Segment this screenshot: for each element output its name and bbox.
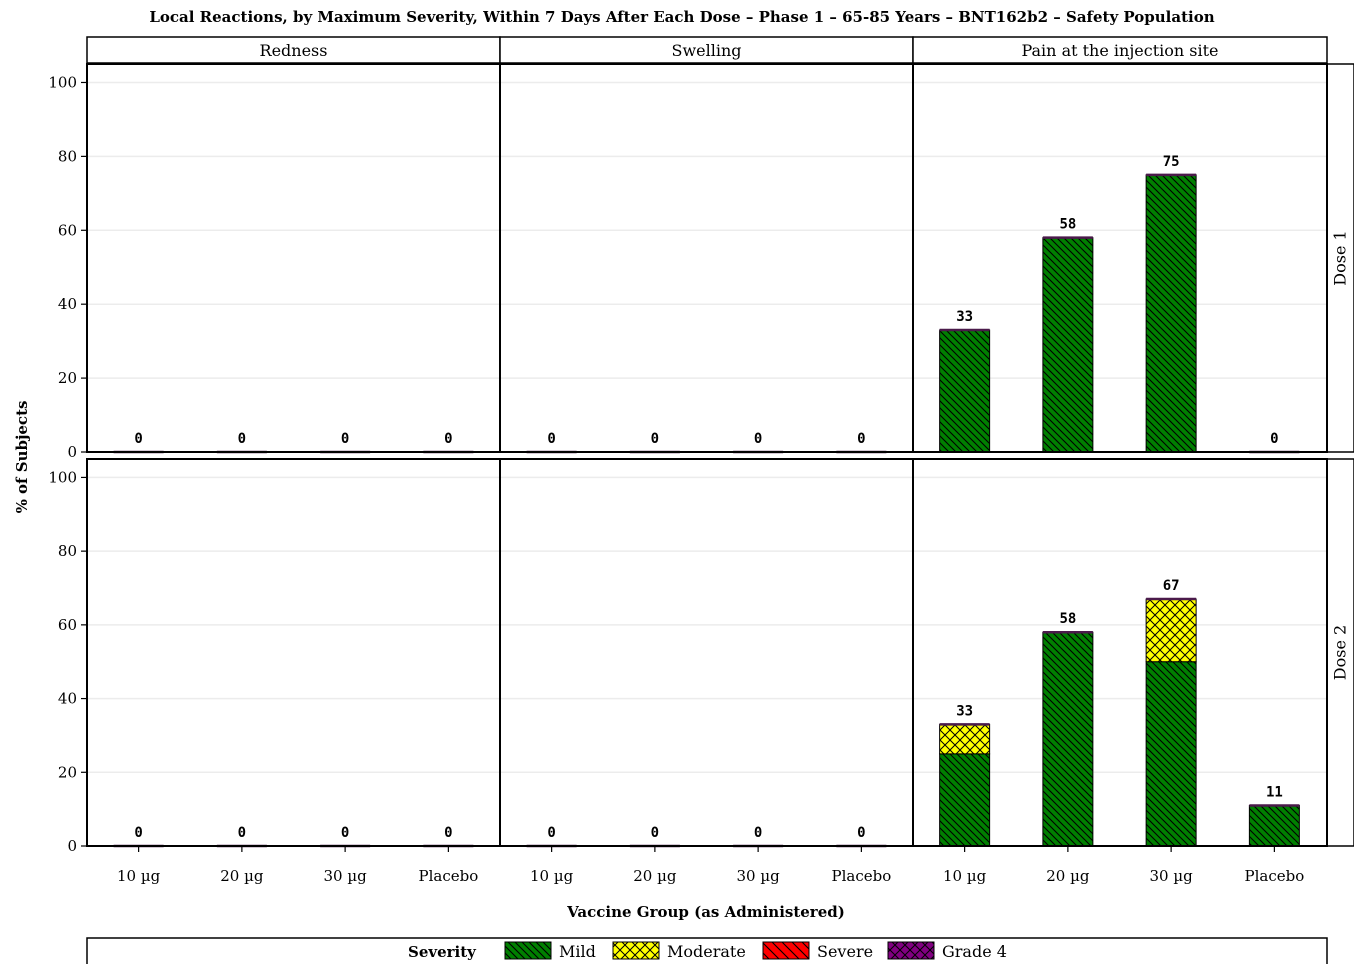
bar-segment-mild bbox=[1145, 661, 1197, 847]
data-label: 0 bbox=[1270, 431, 1278, 447]
y-tick-label: 0 bbox=[67, 443, 77, 461]
bar-segment-mild bbox=[1042, 631, 1094, 847]
column-strip-label: Pain at the injection site bbox=[1021, 41, 1218, 60]
data-label: 75 bbox=[1163, 154, 1180, 170]
y-axis-label: % of Subjects bbox=[13, 401, 31, 514]
bar-segment-mild bbox=[939, 753, 991, 847]
x-axis-label: Vaccine Group (as Administered) bbox=[566, 903, 845, 921]
legend-label-moderate: Moderate bbox=[667, 942, 746, 961]
y-tick-label: 0 bbox=[67, 837, 77, 855]
data-label: 0 bbox=[134, 825, 142, 841]
panel-frame bbox=[86, 63, 501, 453]
data-label: 11 bbox=[1266, 784, 1283, 800]
data-label: 0 bbox=[651, 825, 659, 841]
bar-segment-moderate bbox=[1145, 598, 1197, 663]
legend-swatch-mild bbox=[504, 941, 552, 960]
legend-swatch-moderate bbox=[612, 941, 660, 960]
data-label: 0 bbox=[444, 825, 452, 841]
x-tick-label: 30 µg bbox=[324, 867, 368, 885]
row-strip-label: Dose 1 bbox=[1331, 230, 1350, 285]
column-strip-label: Redness bbox=[260, 41, 328, 60]
data-label: 0 bbox=[754, 825, 762, 841]
y-tick-label: 100 bbox=[48, 468, 77, 486]
bar-segment-mild bbox=[1042, 237, 1094, 453]
y-tick-label: 80 bbox=[58, 147, 77, 165]
panel-dose-2-pain-at-the-injection-site: 33 58 67 11 10 µg 20 µg 30 µg Placebo bbox=[912, 458, 1328, 885]
data-label: 0 bbox=[547, 825, 555, 841]
legend-swatch-grade-4 bbox=[887, 941, 935, 960]
data-label: 0 bbox=[547, 431, 555, 447]
panel-dose-1-redness: 0 0 0 0 0 20 40 60 80 100 bbox=[48, 63, 501, 461]
panel-frame bbox=[912, 63, 1328, 453]
bar-segment-mild bbox=[1248, 804, 1300, 847]
panel-dose-2-swelling: 0 0 0 0 10 µg 20 µg 30 µg Placebo bbox=[499, 458, 914, 885]
y-tick-label: 40 bbox=[58, 690, 77, 708]
row-strip-dose-1 bbox=[1326, 63, 1354, 453]
x-tick-label: 30 µg bbox=[1150, 867, 1194, 885]
panel-frame bbox=[499, 458, 914, 847]
x-tick-label: Placebo bbox=[1245, 867, 1305, 885]
x-tick-label: Placebo bbox=[832, 867, 892, 885]
x-tick-label: 10 µg bbox=[943, 867, 987, 885]
y-tick-label: 60 bbox=[58, 616, 77, 634]
legend-title: Severity bbox=[408, 943, 477, 961]
data-label: 0 bbox=[341, 431, 349, 447]
data-label: 0 bbox=[134, 431, 142, 447]
x-tick-label: 10 µg bbox=[530, 867, 574, 885]
data-label: 67 bbox=[1163, 578, 1180, 594]
data-label: 0 bbox=[857, 431, 865, 447]
data-label: 58 bbox=[1059, 611, 1076, 627]
data-label: 0 bbox=[857, 825, 865, 841]
data-label: 33 bbox=[956, 309, 973, 325]
y-tick-label: 100 bbox=[48, 73, 77, 91]
chart-title: Local Reactions, by Maximum Severity, Wi… bbox=[149, 8, 1214, 26]
panel-dose-2-redness: 0 0 0 0 0 20 40 60 80 100 10 µg 20 µg 30 µg Placebo bbox=[48, 458, 501, 885]
legend-swatch-severe bbox=[762, 941, 810, 960]
data-label: 33 bbox=[956, 703, 973, 719]
bar-segment-moderate bbox=[939, 723, 991, 755]
panel-dose-1-swelling: 0 0 0 0 bbox=[499, 63, 914, 454]
y-tick-label: 60 bbox=[58, 221, 77, 239]
data-label: 0 bbox=[238, 431, 246, 447]
y-tick-label: 20 bbox=[58, 763, 77, 781]
panel-frame bbox=[86, 458, 501, 847]
column-strip-redness bbox=[86, 36, 501, 64]
legend-frame bbox=[86, 937, 1328, 964]
y-tick-label: 40 bbox=[58, 295, 77, 313]
bar-segment-mild bbox=[939, 329, 991, 453]
x-tick-label: 30 µg bbox=[737, 867, 781, 885]
column-strip-label: Swelling bbox=[671, 41, 741, 60]
legend-label-severe: Severe bbox=[817, 942, 873, 961]
data-label: 58 bbox=[1059, 217, 1076, 233]
data-label: 0 bbox=[754, 431, 762, 447]
x-tick-label: 20 µg bbox=[220, 867, 264, 885]
x-tick-label: 10 µg bbox=[117, 867, 161, 885]
x-tick-label: 20 µg bbox=[1046, 867, 1090, 885]
legend: Severity Mild Moderate Severe Grade 4 bbox=[86, 937, 1328, 964]
data-label: 0 bbox=[238, 825, 246, 841]
x-tick-label: 20 µg bbox=[633, 867, 677, 885]
panel-dose-1-pain-at-the-injection-site: 33 58 75 0 bbox=[912, 63, 1328, 454]
panel-frame bbox=[912, 458, 1328, 847]
data-label: 0 bbox=[341, 825, 349, 841]
y-tick-label: 20 bbox=[58, 369, 77, 387]
data-label: 0 bbox=[651, 431, 659, 447]
x-tick-label: Placebo bbox=[419, 867, 479, 885]
row-strip-label: Dose 2 bbox=[1331, 625, 1350, 680]
panel-frame bbox=[499, 63, 914, 453]
y-tick-label: 80 bbox=[58, 542, 77, 560]
data-label: 0 bbox=[444, 431, 452, 447]
legend-label-mild: Mild bbox=[559, 942, 596, 961]
bar-segment-mild bbox=[1145, 174, 1197, 453]
column-strip-swelling bbox=[499, 36, 914, 64]
legend-label-grade-4: Grade 4 bbox=[942, 942, 1007, 961]
